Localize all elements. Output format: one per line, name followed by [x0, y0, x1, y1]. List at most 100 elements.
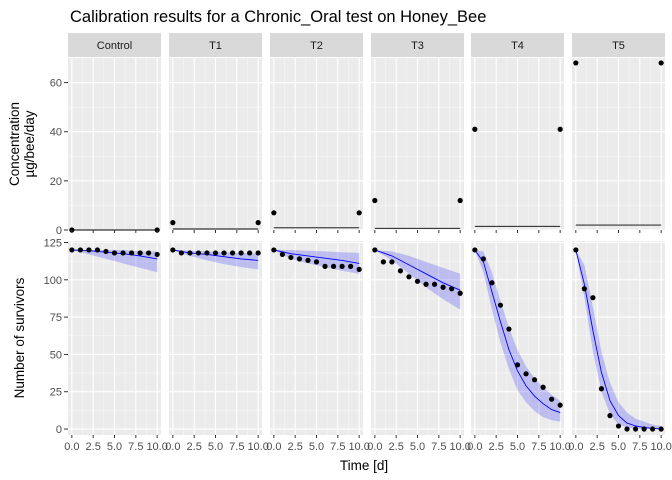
data-point: [514, 362, 521, 368]
data-point: [397, 268, 404, 274]
data-point: [86, 247, 92, 253]
data-point: [372, 197, 378, 204]
x-tick-label: 5.0: [510, 441, 525, 453]
x-tick-label: 2.5: [389, 441, 404, 453]
data-point: [137, 250, 143, 256]
facet-panels: Control T1 T2 T3 T4 T5 Concentration µg/bee/day…: [7, 33, 672, 453]
facet-strip: [169, 33, 262, 57]
data-point: [557, 402, 563, 408]
data-point: [380, 259, 386, 265]
data-point: [457, 290, 463, 296]
data-point: [178, 250, 184, 256]
data-point: [497, 302, 504, 308]
data-point: [305, 257, 311, 263]
y-tick-label: 0: [56, 424, 62, 436]
data-point: [279, 251, 285, 258]
x-tick-label: 10.0: [348, 441, 369, 453]
data-point: [658, 426, 664, 432]
data-point: [255, 220, 261, 226]
x-tick-label: 7.5: [632, 441, 647, 453]
x-tick-label: 10.0: [449, 441, 470, 453]
x-tick-label: 7.5: [229, 441, 244, 453]
x-tick-label: 0.0: [467, 441, 482, 453]
credible-band: [474, 250, 561, 422]
fit-line: [374, 249, 461, 291]
data-point: [440, 284, 446, 290]
y-tick-label: 60: [50, 78, 62, 90]
x-tick-label: 7.5: [431, 441, 446, 453]
x-tick-label: 2.5: [187, 441, 202, 453]
data-point: [238, 250, 244, 256]
data-point: [111, 250, 118, 256]
data-point: [624, 426, 630, 432]
facet-strip: [371, 33, 464, 57]
y-tick-label: 20: [50, 176, 62, 188]
data-point: [641, 426, 647, 432]
data-point: [170, 247, 176, 253]
x-tick-label: 10.0: [247, 441, 268, 453]
data-point: [356, 266, 362, 272]
data-point: [77, 247, 83, 253]
data-point: [154, 251, 160, 258]
credible-band: [172, 250, 259, 270]
y-tick-label: 0: [56, 225, 62, 237]
data-point: [187, 250, 193, 256]
chart-title: Calibration results for a Chronic_Oral t…: [70, 8, 486, 26]
x-tick-label: 0.0: [568, 441, 583, 453]
data-point: [389, 259, 395, 265]
data-point: [271, 210, 277, 216]
data-point: [531, 377, 538, 383]
facet-strip: [471, 33, 564, 57]
data-point: [590, 295, 596, 301]
x-tick-label: 5.0: [208, 441, 223, 453]
data-point: [195, 250, 202, 256]
data-point: [212, 250, 219, 256]
data-point: [296, 256, 303, 262]
data-point: [449, 286, 455, 292]
y-tick-label: 125: [44, 237, 62, 249]
y-tick-label: 25: [50, 387, 62, 399]
x-tick-label: 7.5: [531, 441, 546, 453]
y-tick-label: 100: [44, 275, 62, 287]
data-point: [549, 396, 555, 402]
facet-label: Control: [97, 40, 132, 52]
data-point: [146, 250, 152, 256]
y-axis-label: Number of survivors: [12, 277, 27, 398]
x-tick-label: 10.0: [146, 441, 167, 453]
data-point: [557, 126, 563, 132]
data-point: [607, 413, 613, 419]
y-tick-label: 50: [50, 349, 62, 361]
data-point: [356, 210, 362, 216]
facet-label: T2: [310, 40, 323, 52]
x-tick-label: 7.5: [128, 441, 143, 453]
facet-label: T1: [209, 40, 222, 52]
data-point: [573, 60, 579, 66]
data-point: [372, 247, 378, 253]
x-tick-label: 5.0: [611, 441, 626, 453]
x-tick-label: 2.5: [86, 441, 101, 453]
x-tick-label: 2.5: [288, 441, 303, 453]
fit-line: [273, 249, 360, 264]
data-point: [103, 248, 109, 255]
facet-label: T5: [612, 40, 625, 52]
data-point: [540, 384, 546, 390]
data-point: [69, 247, 75, 253]
fit-line: [474, 249, 561, 414]
facet-strip: [68, 33, 161, 57]
data-point: [523, 371, 529, 377]
x-tick-label: 5.0: [309, 441, 324, 453]
data-point: [348, 263, 354, 269]
data-point: [581, 286, 587, 292]
data-point: [247, 250, 253, 256]
credible-band: [575, 250, 662, 429]
data-point: [94, 247, 101, 253]
data-point: [170, 220, 176, 226]
data-point: [271, 247, 277, 253]
data-point: [489, 280, 495, 286]
fit-line: [575, 249, 662, 430]
data-point: [322, 263, 328, 269]
x-tick-label: 0.0: [266, 441, 281, 453]
y-tick-label: 75: [50, 312, 62, 324]
data-point: [506, 326, 512, 332]
